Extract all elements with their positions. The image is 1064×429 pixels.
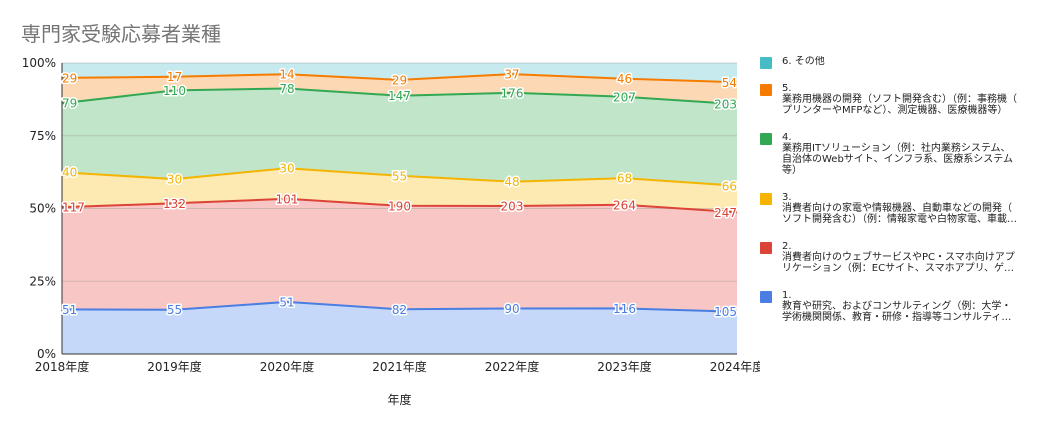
data-label: 37	[504, 68, 519, 82]
x-axis-title: 年度	[387, 392, 411, 407]
legend-swatch	[760, 193, 772, 205]
x-tick-label: 2020年度	[260, 359, 315, 374]
data-label: 54	[722, 76, 737, 90]
line-series-1	[61, 300, 738, 313]
x-tick-label: 2022年度	[485, 359, 540, 374]
data-label: 117	[62, 201, 85, 215]
y-tick-label: 100%	[22, 56, 56, 70]
legend-label: 1. 教育や研究、およびコンサルティング（例：大学・ 学術機関関係、教育・研修・…	[782, 290, 1012, 323]
x-tick-label: 2024年度	[710, 359, 760, 374]
area-series-3	[62, 168, 737, 213]
data-label: 110	[163, 84, 186, 98]
data-label: 101	[276, 192, 299, 206]
data-label: 203	[714, 98, 737, 112]
legend-swatch	[760, 133, 772, 145]
data-label: 17	[167, 70, 182, 84]
data-label: 51	[279, 295, 294, 309]
data-label: 176	[501, 86, 524, 100]
y-tick-label: 50%	[29, 202, 56, 216]
legend-swatch	[760, 242, 772, 254]
data-label: 14	[279, 68, 294, 82]
data-label: 68	[617, 172, 632, 186]
data-label: 51	[62, 303, 77, 317]
y-tick-label: 25%	[29, 274, 56, 288]
x-tick-label: 2021年度	[372, 359, 427, 374]
data-label: 90	[504, 302, 519, 316]
x-tick-label: 2019年度	[147, 359, 202, 374]
data-label: 30	[279, 162, 294, 176]
data-label: 55	[167, 303, 182, 317]
legend-label: 5. 業務用機器の開発（ソフト開発含む）（例：事務機（ プリンターやMFPなど）…	[782, 83, 1017, 116]
legend-swatch	[760, 291, 772, 303]
data-label: 46	[617, 72, 632, 86]
data-label: 30	[167, 173, 182, 187]
legend-swatch	[760, 84, 772, 96]
data-label: 203	[501, 199, 524, 213]
data-label: 55	[392, 169, 407, 183]
x-tick-label: 2023年度	[597, 359, 652, 374]
data-label: 29	[62, 71, 77, 85]
legend-label: 6. その他	[782, 56, 825, 67]
data-label: 247	[714, 206, 737, 220]
legend-label: 3. 消費者向けの家電や情報機器、自動車などの開発（ ソフト開発含む）（例：情報…	[782, 192, 1017, 225]
data-label: 40	[62, 166, 77, 180]
data-label: 66	[722, 179, 737, 193]
legend-label: 2. 消費者向けのウェブサービスやPC・スマホ向けアプ リケーション（例：ECサ…	[782, 241, 1015, 274]
area-series-6	[62, 63, 737, 83]
line-series-4	[61, 87, 738, 106]
data-label: 116	[613, 302, 636, 316]
chart-title: 専門家受験応募者業種	[21, 22, 221, 46]
data-label: 79	[62, 97, 77, 111]
data-label: 29	[392, 73, 407, 87]
area-series-4	[62, 88, 737, 186]
y-tick-label: 75%	[29, 129, 56, 143]
data-label: 78	[279, 82, 294, 96]
line-series-3	[61, 167, 738, 187]
line-series-5	[61, 73, 738, 84]
line-series-2	[61, 197, 738, 214]
data-label: 48	[504, 175, 519, 189]
data-label: 105	[714, 305, 737, 319]
area-series-5	[62, 74, 737, 105]
chart-plot: 0% 25% 50% 75% 100% 2018年度 2019年度 2020年度 2021年度 2…	[22, 56, 760, 407]
data-label: 264	[613, 198, 636, 212]
legend-swatch	[760, 57, 772, 69]
area-series-2	[62, 198, 737, 312]
data-label: 82	[392, 303, 407, 317]
y-tick-label: 0%	[37, 347, 56, 361]
data-label: 147	[388, 89, 411, 103]
area-series-1	[62, 301, 737, 354]
data-label: 190	[388, 199, 411, 213]
data-label: 132	[163, 197, 186, 211]
x-tick-label: 2018年度	[35, 359, 90, 374]
data-label: 207	[613, 90, 636, 104]
legend-label: 4. 業務用ITソリューション（例：社内業務システム、 自治体のWebサイト、イ…	[782, 132, 1014, 176]
